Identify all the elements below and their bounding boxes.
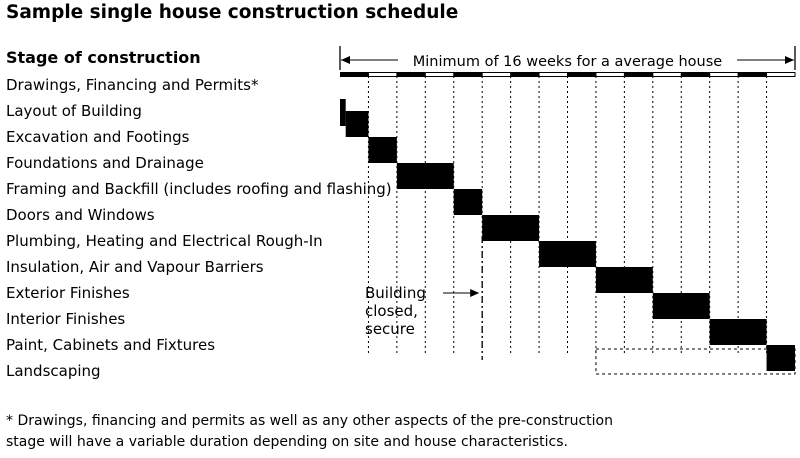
stage-label: Interior Finishes [6, 310, 126, 328]
task-bar [539, 241, 596, 267]
stage-label: Layout of Building [6, 102, 142, 120]
span-left-arrowhead [341, 56, 350, 64]
week-segment-filled [681, 72, 710, 77]
task-bar [652, 293, 710, 319]
page-title: Sample single house construction schedul… [6, 2, 459, 23]
building-closed-label: Building [365, 284, 426, 302]
task-bar [595, 267, 653, 293]
task-bar [368, 137, 397, 163]
week-segment-filled [396, 72, 426, 77]
week-segment-empty [424, 72, 455, 77]
stage-label: Landscaping [6, 362, 101, 380]
week-segment-filled [453, 72, 483, 77]
span-duration-label: Minimum of 16 weeks for a average house [413, 54, 723, 70]
stage-label: Foundations and Drainage [6, 154, 204, 172]
week-segment-empty [709, 72, 739, 77]
week-segment-filled [340, 72, 369, 77]
task-bar [340, 99, 346, 126]
task-bar [766, 345, 795, 371]
task-bar [396, 163, 454, 189]
week-segment-filled [738, 72, 767, 77]
footnote-line-1: * Drawings, financing and permits as wel… [6, 413, 613, 429]
stage-label: Doors and Windows [6, 206, 155, 224]
week-segment-empty [652, 72, 682, 77]
stage-column-header: Stage of construction [6, 48, 201, 67]
task-bar [345, 111, 369, 137]
week-segment-empty [766, 72, 796, 77]
week-segment-empty [367, 72, 398, 77]
task-bar [453, 189, 483, 215]
task-bar [482, 215, 540, 241]
footnote-line-2: stage will have a variable duration depe… [6, 434, 568, 450]
building-closed-label: secure [365, 320, 415, 338]
building-closed-label: closed, [365, 302, 418, 320]
stage-label: Excavation and Footings [6, 128, 190, 146]
week-segment-filled [510, 72, 540, 77]
stage-label: Insulation, Air and Vapour Barriers [6, 258, 264, 276]
stage-label: Drawings, Financing and Permits* [6, 76, 259, 94]
stage-label: Framing and Backfill (includes roofing a… [6, 180, 392, 198]
week-segment-filled [567, 72, 596, 77]
building-closed-arrowhead [470, 289, 480, 297]
gantt-chart: Minimum of 16 weeks for a average house B… [339, 46, 796, 375]
landscaping-variable-window [595, 348, 796, 375]
stage-label: Paint, Cabinets and Fixtures [6, 336, 216, 354]
week-segment-empty [595, 72, 625, 77]
week-segment-filled [624, 72, 653, 77]
task-bar [709, 319, 767, 345]
week-segment-empty [538, 72, 568, 77]
stage-label: Exterior Finishes [6, 284, 130, 302]
week-segment-empty [481, 72, 512, 77]
span-right-arrowhead [785, 56, 794, 64]
stage-label: Plumbing, Heating and Electrical Rough-I… [6, 232, 323, 250]
